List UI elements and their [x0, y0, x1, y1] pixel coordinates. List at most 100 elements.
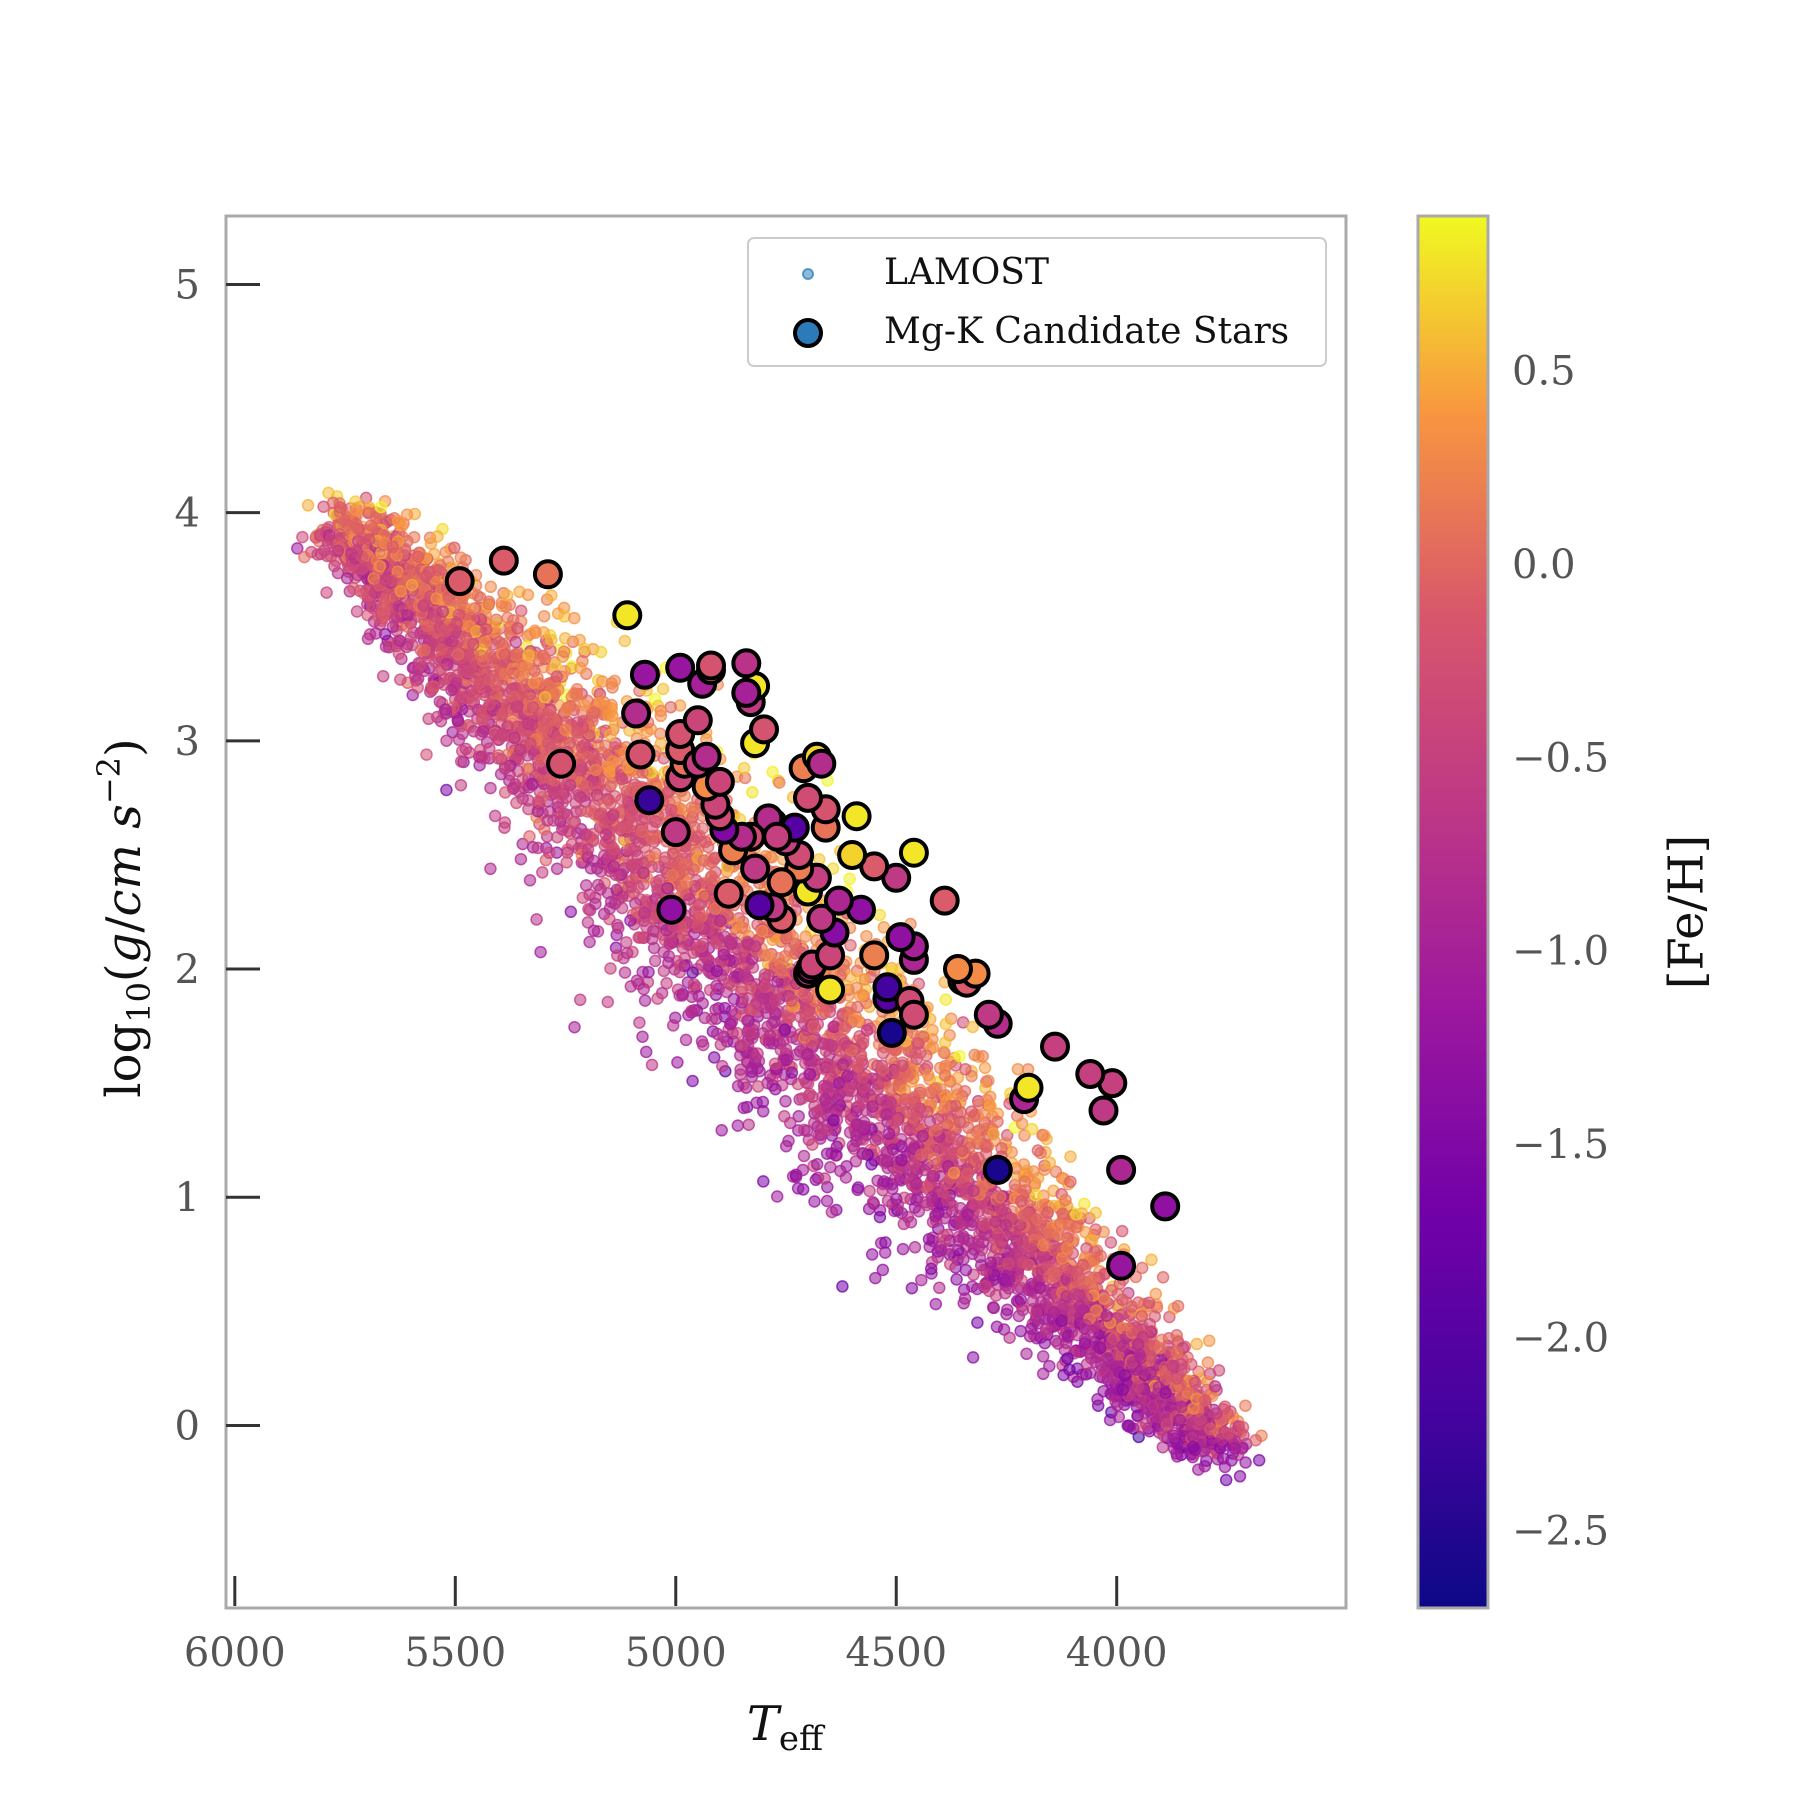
lamost-star — [803, 1087, 817, 1101]
lamost-star — [915, 1148, 928, 1161]
lamost-star — [331, 544, 345, 558]
lamost-star — [1046, 1266, 1060, 1280]
lamost-star — [663, 937, 676, 951]
lamost-star — [836, 1280, 849, 1293]
lamost-star — [573, 993, 587, 1007]
lamost-star — [579, 779, 593, 793]
lamost-star — [953, 1115, 967, 1129]
lamost-star — [1171, 1299, 1185, 1313]
lamost-star — [1033, 1281, 1047, 1295]
lamost-star — [666, 869, 679, 882]
lamost-star — [921, 1068, 935, 1082]
lamost-star — [1112, 1410, 1126, 1424]
lamost-star — [508, 731, 521, 745]
lamost-star — [939, 993, 953, 1006]
lamost-star — [718, 930, 732, 943]
lamost-star — [734, 951, 748, 964]
lamost-star — [1115, 1308, 1128, 1321]
lamost-star — [866, 1100, 879, 1113]
lamost-star — [768, 1015, 781, 1029]
lamost-star — [484, 781, 497, 795]
lamost-star — [924, 1262, 938, 1276]
lamost-star — [737, 1101, 751, 1115]
lamost-star — [1020, 1347, 1033, 1361]
lamost-star — [820, 1194, 834, 1208]
lamost-star — [1089, 1206, 1102, 1220]
lamost-star — [731, 1079, 745, 1093]
lamost-star — [498, 667, 512, 681]
lamost-star — [610, 883, 623, 897]
lamost-star — [329, 554, 343, 568]
lamost-star — [1000, 1307, 1013, 1321]
lamost-star — [1027, 1165, 1040, 1178]
lamost-star — [392, 600, 406, 613]
lamost-star — [940, 1118, 954, 1132]
lamost-star — [856, 1070, 870, 1084]
lamost-star — [851, 1000, 864, 1014]
lamost-star — [589, 897, 602, 911]
lamost-star — [594, 645, 608, 659]
lamost-star — [599, 739, 612, 752]
lamost-star — [606, 755, 620, 768]
lamost-star — [1036, 1367, 1050, 1381]
lamost-star — [454, 551, 468, 564]
lamost-star — [860, 929, 873, 943]
lamost-star — [1252, 1454, 1266, 1467]
lamost-star — [298, 550, 311, 564]
lamost-star — [981, 1205, 994, 1219]
lamost-star — [529, 626, 542, 640]
lamost-star — [1059, 1193, 1072, 1207]
lamost-star — [579, 879, 593, 892]
lamost-star — [798, 989, 811, 1002]
lamost-star — [394, 585, 408, 598]
lamost-star — [987, 1127, 1000, 1140]
lamost-star — [570, 687, 583, 700]
lamost-star — [1069, 1221, 1083, 1234]
lamost-star — [591, 782, 604, 795]
lamost-star — [940, 1176, 954, 1189]
lamost-star — [958, 1292, 972, 1305]
lamost-star — [607, 842, 621, 856]
lamost-star — [808, 1195, 821, 1208]
lamost-star — [560, 856, 573, 869]
lamost-star — [1123, 1420, 1136, 1434]
lamost-star — [604, 962, 617, 975]
lamost-star — [638, 994, 652, 1007]
lamost-star — [411, 550, 425, 563]
lamost-star — [568, 611, 581, 625]
lamost-star — [694, 940, 708, 953]
lamost-star — [943, 1130, 957, 1143]
lamost-star — [478, 635, 492, 649]
lamost-star — [1139, 1417, 1153, 1431]
lamost-star — [876, 1075, 890, 1088]
lamost-star — [953, 1049, 966, 1063]
lamost-star — [586, 749, 599, 763]
lamost-star — [599, 699, 613, 713]
lamost-star — [778, 950, 792, 963]
lamost-star — [869, 1271, 882, 1285]
lamost-star — [537, 650, 550, 664]
lamost-star — [971, 1316, 984, 1329]
lamost-star — [965, 1280, 979, 1293]
lamost-star — [1111, 1399, 1124, 1412]
lamost-star — [581, 843, 595, 856]
lamost-star — [589, 763, 602, 777]
lamost-star — [768, 994, 782, 1007]
lamost-star — [1135, 1261, 1149, 1275]
lamost-star — [770, 1190, 784, 1203]
lamost-star — [583, 935, 596, 949]
lamost-star — [1156, 1271, 1170, 1284]
lamost-star — [843, 872, 856, 886]
lamost-star — [604, 728, 617, 741]
lamost-star — [435, 643, 448, 656]
lamost-star — [905, 1281, 919, 1295]
lamost-star — [646, 820, 659, 834]
lamost-star — [1001, 1257, 1015, 1270]
lamost-star — [637, 982, 650, 996]
lamost-star — [696, 1038, 710, 1052]
lamost-star — [369, 627, 383, 640]
lamost-star — [863, 1184, 876, 1198]
lamost-star — [647, 924, 660, 937]
lamost-star — [558, 632, 572, 645]
lamost-star — [791, 1182, 805, 1195]
